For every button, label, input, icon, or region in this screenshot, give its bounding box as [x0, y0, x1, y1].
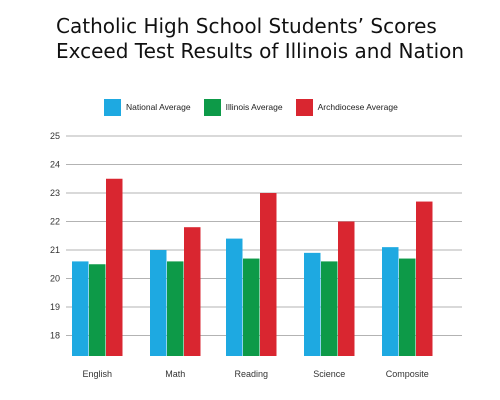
bar-science-archdiocese-average — [338, 221, 355, 356]
legend-swatch-illinois — [203, 98, 221, 116]
bar-reading-archdiocese-average — [260, 193, 277, 356]
chart-title: Catholic High School Students’ Scores Ex… — [56, 14, 476, 64]
legend: National Average Illinois Average Archdi… — [104, 98, 411, 116]
bar-english-archdiocese-average — [106, 178, 123, 356]
legend-swatch-archdiocese — [295, 98, 313, 116]
y-tick-label: 22 — [50, 217, 60, 227]
y-tick-label: 25 — [50, 131, 60, 141]
y-tick-label: 24 — [50, 160, 60, 170]
chart-title-line-1: Catholic High School Students’ Scores — [56, 14, 437, 38]
legend-label-national: National Average — [126, 102, 191, 112]
x-category-label: Science — [313, 369, 345, 379]
bar-math-archdiocese-average — [184, 227, 201, 356]
legend-label-illinois: Illinois Average — [225, 102, 283, 112]
bar-math-national-average — [150, 250, 167, 356]
legend-label-archdiocese: Archdiocese Average — [317, 102, 398, 112]
y-tick-label: 20 — [50, 274, 60, 284]
x-category-label: Reading — [234, 369, 268, 379]
x-category-label: Math — [165, 369, 185, 379]
chart-title-line-2: Exceed Test Results of Illinois and Nati… — [56, 39, 465, 63]
x-category-label: Composite — [386, 369, 429, 379]
legend-swatch-national — [104, 98, 121, 116]
bar-composite-national-average — [382, 247, 399, 356]
bar-science-national-average — [304, 252, 321, 356]
bars — [72, 178, 433, 356]
y-tick-label: 21 — [50, 245, 60, 255]
bar-composite-archdiocese-average — [416, 201, 433, 356]
y-tick-label: 18 — [50, 331, 60, 341]
bar-reading-illinois-average — [243, 258, 260, 356]
y-tick-label: 19 — [50, 302, 60, 312]
x-axis-categories: English Math Reading Science Composite — [82, 369, 428, 379]
legend-item-national: National Average — [104, 98, 191, 116]
bar-math-illinois-average — [167, 261, 184, 356]
bar-composite-illinois-average — [399, 258, 416, 356]
y-tick-label: 23 — [50, 188, 60, 198]
legend-item-archdiocese: Archdiocese Average — [295, 98, 398, 116]
bar-reading-national-average — [226, 238, 243, 356]
bar-science-illinois-average — [321, 261, 338, 356]
bar-english-national-average — [72, 261, 89, 356]
legend-item-illinois: Illinois Average — [203, 98, 283, 116]
y-axis-ticks: 18 19 20 21 22 23 24 25 — [50, 131, 60, 341]
x-category-label: English — [82, 369, 112, 379]
bar-english-illinois-average — [89, 264, 106, 356]
